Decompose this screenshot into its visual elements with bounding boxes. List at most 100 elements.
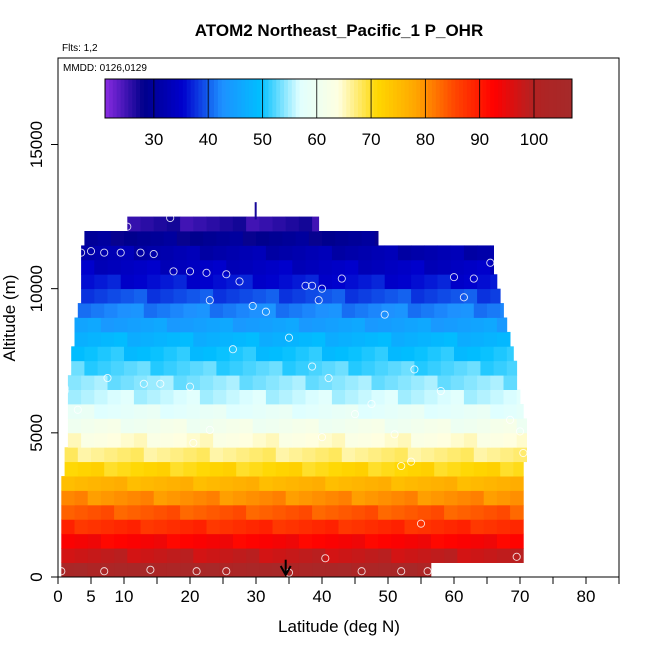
heatmap-cell [173,432,188,448]
latitude-marker [279,559,292,578]
heatmap-cell [127,519,141,535]
heatmap-cell [503,375,518,390]
heatmap-cell [206,331,221,347]
heatmap-cell [450,389,465,405]
heatmap-cell [254,202,257,220]
heatmap-cell [460,461,475,477]
heatmap-cell [487,461,501,477]
colorbar-segment [140,79,145,118]
heatmap-cell [104,303,118,318]
colorbar-segment [171,79,176,118]
heatmap-cell [285,548,300,563]
heatmap-cell [140,562,155,578]
heatmap-cell [351,317,366,333]
colorbar-segment [287,79,293,118]
heatmap-cell [193,216,207,232]
heatmap-cell [269,231,283,246]
heatmap-cell [252,404,267,419]
heatmap-cell [516,404,524,419]
colorbar-segment [428,79,433,118]
heatmap-cell [477,404,491,419]
heatmap-cell [473,447,488,463]
colorbar-segment [225,79,231,118]
heatmap-cell [305,389,320,405]
colorbar-segment [268,79,273,118]
heatmap-cell [114,519,128,535]
heatmap-cell [130,303,145,318]
heatmap-cell [279,418,293,434]
heatmap-cell [424,288,438,304]
heatmap-cells [61,202,527,578]
colorbar-segment [190,79,196,118]
heatmap-cell [470,490,485,506]
heatmap-cell [457,331,471,347]
heatmap-cell [186,288,201,304]
heatmap-cell [104,461,118,477]
heatmap-cell [447,303,461,318]
heatmap-cell [490,288,501,304]
colorbar-segment [342,79,347,118]
heatmap-cell [226,274,240,290]
data-point [410,365,419,374]
heatmap-cell [259,504,273,520]
heatmap-cell [338,533,353,549]
heatmap-cell [74,533,89,549]
heatmap-cell [143,303,158,318]
heatmap-cell [345,418,359,434]
heatmap-cell [107,259,122,275]
heatmap-cell [61,562,75,578]
heatmap-cell [424,404,438,419]
heatmap-cell [246,519,260,535]
heatmap-cell [483,490,498,506]
heatmap-cell [434,461,448,477]
heatmap-cell [477,389,491,405]
colorbar-segment [198,79,203,118]
y-tick-label: 5000 [27,414,46,452]
heatmap-cell [259,533,273,549]
heatmap-cell [163,346,178,362]
heatmap-cell [239,389,254,405]
heatmap-cell [153,331,168,347]
heatmap-cell [391,490,405,506]
heatmap-cell [94,259,108,275]
heatmap-cell [454,360,468,376]
heatmap-cell [180,548,194,563]
heatmap-cell [348,231,362,246]
heatmap-cell [335,360,349,376]
heatmap-cell [252,274,267,290]
colorbar-segment [175,79,180,118]
heatmap-cell [371,404,386,419]
colorbar-segment [521,79,526,118]
observation-points [57,213,528,577]
heatmap-cell [213,375,227,390]
heatmap-cell [295,231,310,246]
heatmap-cell [180,504,194,520]
heatmap-cell [100,331,115,347]
heatmap-cell [157,303,171,318]
heatmap-cell [391,548,405,563]
colorbar-segment [389,79,394,118]
heatmap-cell [67,389,82,405]
heatmap-cell [298,533,313,549]
heatmap-cell [457,504,471,520]
heatmap-cell [312,331,326,347]
heatmap-cell [246,490,260,506]
colorbar-segment [210,79,215,118]
heatmap-cell [180,317,194,333]
heatmap-cell [275,461,290,477]
heatmap-cell [477,418,491,434]
heatmap-cell [107,375,122,390]
data-point [486,258,495,267]
data-point [317,433,327,442]
data-point [423,567,432,576]
heatmap-cell [259,216,273,232]
heatmap-cell [444,533,458,549]
heatmap-cell [279,389,293,405]
heatmap-cell [127,476,141,491]
heatmap-cell [434,447,448,463]
data-point [136,248,145,257]
colorbar-segment [513,79,519,118]
heatmap-cell [97,346,112,362]
heatmap-cell [232,533,247,549]
data-point [261,307,270,316]
